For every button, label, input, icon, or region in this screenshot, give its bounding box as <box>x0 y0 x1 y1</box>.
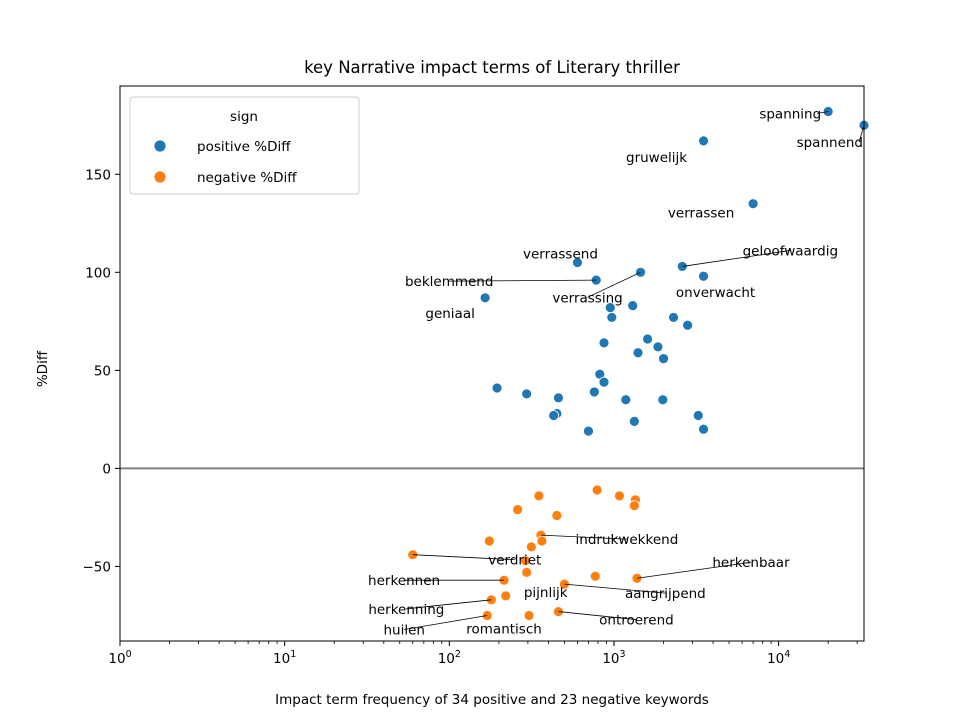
annotation-leader-line <box>449 279 597 282</box>
positive-data-point <box>588 386 600 398</box>
positive-data-point <box>598 337 610 349</box>
x-tick-label: 101 <box>273 649 296 667</box>
negative-data-point <box>533 490 545 502</box>
axes-frame <box>119 85 865 642</box>
point-annotation: verdriet <box>488 553 541 569</box>
negative-data-point <box>520 555 531 566</box>
positive-data-point <box>628 415 640 427</box>
positive-data-point <box>479 292 491 304</box>
legend-marker <box>153 170 167 184</box>
positive-data-point <box>548 410 560 421</box>
point-annotation: geloofwaardig <box>743 243 838 259</box>
y-tick-label: −50 <box>83 559 112 575</box>
positive-data-point <box>606 312 618 323</box>
positive-data-point <box>658 353 669 364</box>
annotation-leader-line <box>817 111 829 114</box>
positive-data-point <box>652 341 664 353</box>
point-annotation: herkenbaar <box>712 555 790 571</box>
x-tick-label: 104 <box>767 649 790 667</box>
y-tick-label: 150 <box>85 167 111 183</box>
negative-data-point <box>536 535 548 547</box>
annotation-leader-line <box>564 583 666 594</box>
point-annotation: verrassend <box>523 247 598 263</box>
positive-data-point <box>668 312 679 323</box>
positive-data-point <box>698 270 709 282</box>
point-annotation: huilen <box>384 623 425 639</box>
negative-data-point <box>512 504 524 516</box>
positive-data-point <box>698 135 709 147</box>
x-axis-label: Impact term frequency of 34 positive and… <box>275 692 709 708</box>
x-tick-label: 102 <box>438 649 461 667</box>
annotation-leader-line <box>404 615 488 630</box>
point-annotation: onverwacht <box>676 285 755 301</box>
y-axis-label: %Diff <box>35 350 51 387</box>
point-annotation: verrassen <box>668 206 734 222</box>
legend-box <box>129 96 360 195</box>
positive-data-point <box>632 347 644 359</box>
negative-data-point <box>591 484 603 496</box>
negative-data-point <box>525 541 537 553</box>
negative-data-point <box>614 490 625 502</box>
negative-data-point <box>523 610 535 621</box>
point-annotation: herkennen <box>368 573 440 589</box>
annotation-leader-line <box>858 125 865 143</box>
point-annotation: indrukwekkend <box>576 532 679 548</box>
point-annotation: spannend <box>797 135 863 151</box>
annotation-leader-line <box>540 534 627 540</box>
positive-data-point <box>682 319 693 331</box>
negative-data-point <box>628 500 640 512</box>
legend-entry: positive %Diff <box>197 139 291 155</box>
legend-title: sign <box>230 109 258 125</box>
annotation-leader-line <box>636 561 752 579</box>
positive-data-point <box>553 392 564 404</box>
positive-data-point <box>627 300 639 312</box>
positive-data-point <box>657 394 669 406</box>
positive-data-point <box>598 376 610 388</box>
point-annotation: verrassing <box>552 290 622 306</box>
negative-data-point <box>500 590 512 602</box>
positive-data-point <box>620 394 632 406</box>
annotation-leader-line <box>406 599 492 610</box>
point-annotation: herkenning <box>368 602 444 618</box>
negative-data-point <box>483 535 495 547</box>
positive-data-point <box>583 425 594 437</box>
point-annotation: pijnlijk <box>524 585 568 601</box>
positive-data-point <box>747 198 759 210</box>
negative-data-point <box>589 570 601 582</box>
positive-data-point <box>642 333 653 345</box>
positive-data-point <box>491 382 503 394</box>
negative-data-point <box>521 566 533 578</box>
point-annotation: ontroerend <box>599 613 674 629</box>
positive-data-point <box>698 423 709 435</box>
point-annotation: spanning <box>759 106 821 122</box>
annotation-leader-line <box>412 554 515 561</box>
positive-data-point <box>521 388 533 400</box>
plot-area: −50 0 50 100 150 100 101 102 103 104 spanning spann… <box>83 85 870 667</box>
point-annotation: aangrijpend <box>625 586 706 602</box>
positive-data-point <box>572 257 583 268</box>
legend: sign positive %Diff negative %Diff <box>129 96 360 195</box>
point-annotation: gruwelijk <box>626 150 687 166</box>
positive-data-point <box>692 410 704 421</box>
point-annotation: geniaal <box>425 306 474 322</box>
x-tick-label: 100 <box>108 649 131 667</box>
point-annotation: beklemmend <box>405 274 493 290</box>
annotation-leader-line <box>587 271 641 298</box>
negative-data-point <box>551 510 563 521</box>
y-tick-label: 50 <box>94 363 111 379</box>
legend-marker <box>153 139 167 153</box>
annotation-leader-line <box>558 611 637 620</box>
legend-entry: negative %Diff <box>197 170 297 186</box>
x-tick-label: 103 <box>602 649 625 667</box>
y-tick-label: 0 <box>102 461 111 477</box>
point-annotation: romantisch <box>466 622 542 638</box>
chart-title: key Narrative impact terms of Literary t… <box>304 58 680 77</box>
y-tick-label: 100 <box>85 265 111 281</box>
annotation-leader-line <box>682 250 791 267</box>
